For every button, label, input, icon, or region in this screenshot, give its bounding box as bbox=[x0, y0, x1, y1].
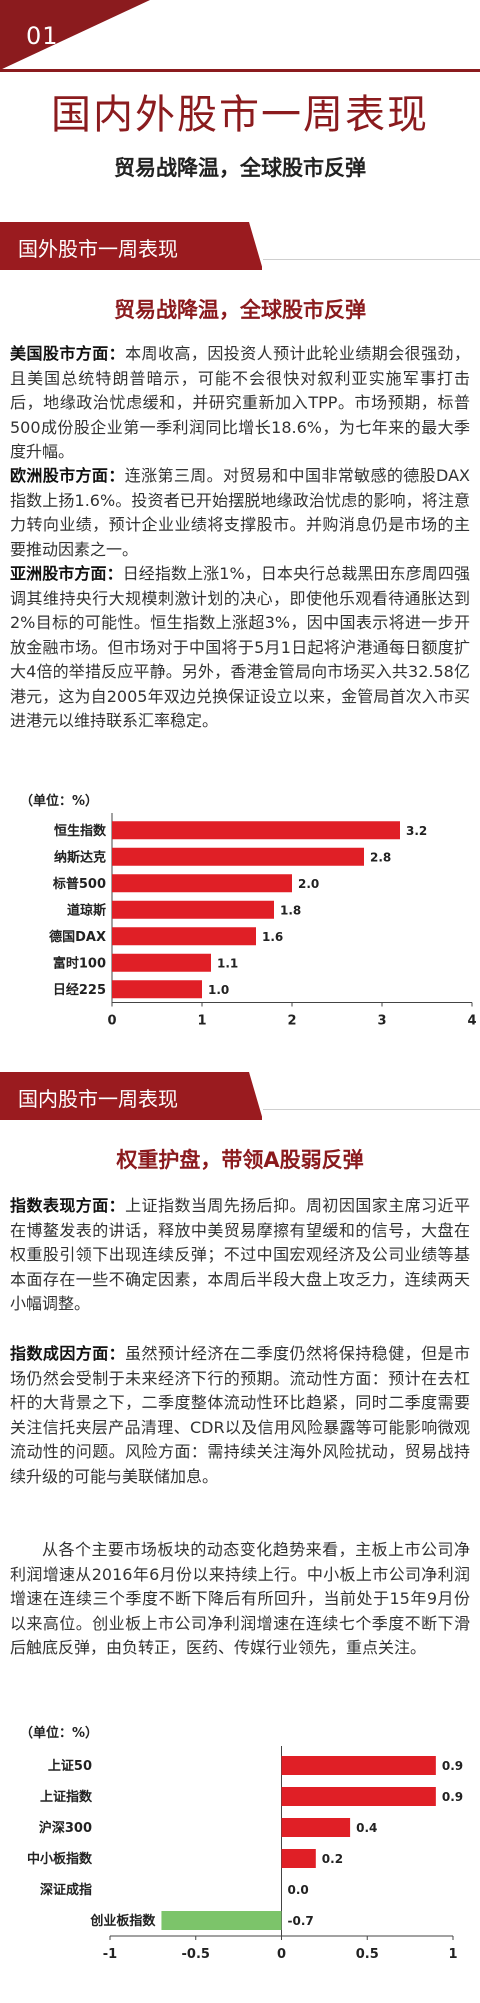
chart-unit-label: （单位：%） bbox=[20, 794, 99, 809]
data-label: 1.6 bbox=[262, 930, 283, 944]
bar bbox=[281, 1756, 436, 1775]
tick-label: 0.5 bbox=[356, 1947, 379, 1962]
bar bbox=[112, 900, 274, 919]
tick-label: -1 bbox=[103, 1947, 117, 1962]
data-label: 3.2 bbox=[406, 824, 427, 838]
foreign-index-bar-chart: 恒生指数 3.2 纳斯达克 2.8 标普500 2.0 道琼斯 1.8 德国DAX 1.6 富时10… bbox=[49, 813, 477, 1029]
data-label: 0.9 bbox=[442, 1759, 463, 1773]
section-band-label: 国外股市一周表现 bbox=[18, 237, 178, 261]
data-label: 2.0 bbox=[298, 877, 319, 891]
bar bbox=[112, 953, 211, 972]
data-label: 1.0 bbox=[208, 983, 229, 997]
category-label: 日经225 bbox=[53, 982, 106, 998]
data-label: 0.4 bbox=[356, 1821, 377, 1835]
section-band-label: 国内股市一周表现 bbox=[18, 1087, 178, 1111]
paragraph-index-performance: 指数表现方面：上证指数当周先扬后抑。周初因国家主席习近平在博鳌发表的讲话，释放中… bbox=[10, 1194, 470, 1317]
tick-label: 1 bbox=[197, 1014, 206, 1029]
tick-label: 0 bbox=[277, 1947, 286, 1962]
paragraph-lead: 欧洲股市方面： bbox=[10, 466, 125, 485]
category-label: 上证50 bbox=[48, 1759, 92, 1774]
bar bbox=[281, 1818, 351, 1837]
data-label: 0.2 bbox=[322, 1852, 343, 1866]
bar bbox=[281, 1849, 316, 1868]
paragraph-lead: 指数表现方面： bbox=[10, 1196, 126, 1215]
tick-label: 0 bbox=[107, 1014, 116, 1029]
category-label: 纳斯达克 bbox=[54, 849, 106, 865]
category-label: 道琼斯 bbox=[67, 902, 106, 918]
paragraph-us-market: 美国股市方面：本周收高，因投资人预计此轮业绩期会很强劲，且美国总统特朗普暗示，可… bbox=[10, 342, 470, 465]
paragraph-text: 本周收高，因投资人预计此轮业绩期会很强劲，且美国总统特朗普暗示，可能不会很快对叙… bbox=[10, 344, 470, 461]
page-title: 国内外股市一周表现 bbox=[51, 92, 429, 138]
paragraph-lead: 指数成因方面： bbox=[10, 1344, 126, 1363]
paragraph-text: 虽然预计经济在二季度仍然将保持稳健，但是市场仍然会受制于未来经济下行的预期。流动… bbox=[10, 1344, 470, 1486]
bar bbox=[112, 980, 202, 999]
paragraph-text: 日经指数上涨1%，日本央行总裁黑田东彦周四强调其维持央行大规模刺激计划的决心，即… bbox=[10, 564, 470, 730]
section-band-foreign: 国外股市一周表现 bbox=[0, 222, 263, 270]
data-label: 2.8 bbox=[370, 850, 391, 864]
tick-label: 3 bbox=[377, 1014, 386, 1029]
foreign-section-title: 贸易战降温，全球股市反弹 bbox=[114, 298, 366, 322]
data-label: 0.9 bbox=[442, 1790, 463, 1804]
paragraph-lead: 美国股市方面： bbox=[10, 344, 126, 363]
data-label: 0.0 bbox=[288, 1883, 309, 1897]
category-label: 深证成指 bbox=[40, 1882, 92, 1898]
bar bbox=[112, 927, 256, 946]
bar bbox=[112, 874, 292, 893]
bar bbox=[112, 847, 364, 866]
category-label: 富时100 bbox=[53, 955, 106, 971]
domestic-section-title: 权重护盘，带领A股弱反弹 bbox=[116, 1148, 364, 1172]
page-subtitle: 贸易战降温，全球股市反弹 bbox=[114, 156, 366, 180]
paragraph-text: 从各个主要市场板块的动态变化趋势来看，主板上市公司净利润增速从2016年6月份以… bbox=[10, 1540, 470, 1657]
domestic-index-bar-chart: 上证50 0.9 上证指数 0.9 沪深300 0.4 中小板指数 0.2 深证成指 0.0 创业板… bbox=[27, 1746, 463, 1962]
paragraph-asia-market: 亚洲股市方面：日经指数上涨1%，日本央行总裁黑田东彦周四强调其维持央行大规模刺激… bbox=[10, 562, 470, 734]
category-label: 德国DAX bbox=[49, 929, 106, 945]
tick-label: -0.5 bbox=[182, 1947, 210, 1962]
section-band-domestic: 国内股市一周表现 bbox=[0, 1072, 263, 1120]
category-label: 沪深300 bbox=[39, 1820, 92, 1836]
data-label: 1.1 bbox=[217, 956, 238, 970]
category-label: 恒生指数 bbox=[54, 823, 107, 839]
bar bbox=[161, 1911, 282, 1930]
header-rule bbox=[0, 69, 480, 72]
section-number: 01 bbox=[26, 22, 59, 50]
header-corner-triangle bbox=[0, 0, 150, 70]
tick-label: 2 bbox=[287, 1014, 296, 1029]
category-label: 上证指数 bbox=[40, 1789, 93, 1805]
category-label: 中小板指数 bbox=[27, 1851, 93, 1867]
paragraph-board-trends: 从各个主要市场板块的动态变化趋势来看，主板上市公司净利润增速从2016年6月份以… bbox=[10, 1538, 470, 1661]
paragraph-lead: 亚洲股市方面： bbox=[10, 564, 123, 583]
page-header: 01 国内外股市一周表现 bbox=[0, 0, 480, 140]
bar bbox=[112, 821, 400, 840]
chart-unit-label: （单位：%） bbox=[20, 1726, 99, 1741]
bar bbox=[281, 1787, 436, 1806]
paragraph-text: 上证指数当周先扬后抑。周初因国家主席习近平在博鳌发表的讲话，释放中美贸易摩擦有望… bbox=[10, 1196, 470, 1313]
category-label: 标普500 bbox=[52, 876, 106, 892]
paragraph-index-causes: 指数成因方面：虽然预计经济在二季度仍然将保持稳健，但是市场仍然会受制于未来经济下… bbox=[10, 1342, 470, 1489]
data-label: 1.8 bbox=[280, 903, 301, 917]
tick-label: 4 bbox=[467, 1014, 476, 1029]
paragraph-text: 连涨第三周。对贸易和中国非常敏感的德股DAX指数上扬1.6%。投资者已开始摆脱地… bbox=[10, 466, 470, 559]
category-label: 创业板指数 bbox=[89, 1913, 156, 1929]
paragraph-europe-market: 欧洲股市方面：连涨第三周。对贸易和中国非常敏感的德股DAX指数上扬1.6%。投资… bbox=[10, 464, 470, 562]
data-label: -0.7 bbox=[288, 1914, 314, 1928]
tick-label: 1 bbox=[448, 1947, 457, 1962]
